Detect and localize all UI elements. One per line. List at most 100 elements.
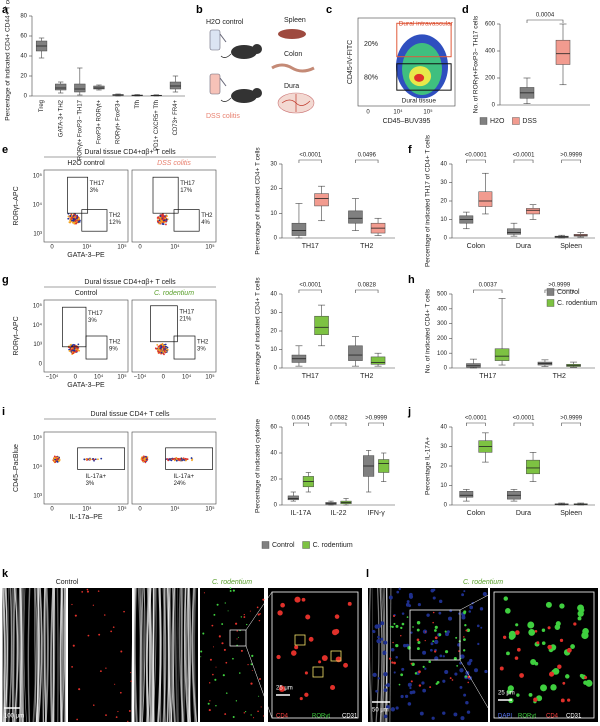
event-dot [67, 215, 70, 218]
box [348, 345, 363, 361]
cell [467, 661, 472, 666]
cell [414, 672, 418, 675]
cell [395, 643, 399, 648]
p-bracket [561, 159, 581, 163]
cell [442, 655, 445, 658]
cell [243, 613, 245, 616]
x-tick-label: Spleen [560, 243, 582, 250]
x-tick-label: TH17 [302, 373, 319, 380]
cell [203, 592, 205, 594]
event-dot [70, 348, 72, 351]
cell [559, 603, 565, 609]
event-dot [169, 458, 172, 461]
cell [519, 673, 524, 678]
gate-percent: 80% [364, 75, 378, 82]
box [526, 208, 540, 215]
p-bracket [293, 422, 309, 426]
fiber [64, 587, 67, 723]
mouse-tail [220, 53, 232, 58]
scale-label: 25 μm [276, 686, 293, 692]
y-tick-label: 10⁴ [33, 322, 43, 329]
cell [477, 642, 480, 646]
box [314, 315, 329, 335]
event-dot [162, 213, 164, 216]
fiber [34, 587, 37, 723]
cell [412, 626, 414, 628]
event-dot [75, 217, 78, 220]
fiber [4, 587, 8, 723]
cell [92, 604, 94, 606]
event-dot [144, 457, 147, 460]
p-value: >0.9999 [365, 416, 388, 422]
event-dot [156, 344, 159, 346]
p-value: <0.0001 [513, 153, 536, 159]
cell [465, 700, 469, 705]
p-bracket [355, 289, 379, 293]
y-tick-label: 200 [437, 336, 448, 342]
cell [215, 666, 217, 668]
event-dot [97, 458, 99, 461]
fiber [36, 587, 40, 723]
cell [200, 650, 203, 653]
p-bracket [466, 422, 486, 426]
legend-label: DSS [522, 118, 537, 125]
fiber [170, 587, 175, 723]
event-dot [73, 349, 76, 352]
cell [581, 631, 589, 640]
event-dot [145, 457, 148, 460]
fiber [59, 587, 63, 723]
x-tick-label: TH17 [302, 243, 319, 250]
x-tick-label: FoxP3+ RORγt+ [97, 100, 103, 145]
organ-label: Colon [284, 51, 302, 58]
cell [128, 710, 131, 712]
cell [392, 614, 396, 618]
cell [211, 624, 214, 627]
y-tick-label: 10³ [33, 494, 42, 500]
event-dot [72, 352, 75, 355]
gate [81, 209, 108, 232]
y-tick-label: 0 [274, 366, 278, 372]
cell [383, 688, 388, 692]
event-dot [162, 346, 165, 349]
cell [383, 650, 386, 653]
cell [117, 710, 119, 713]
fiber [44, 587, 49, 723]
x-tick-label: Tfh [135, 100, 141, 109]
fiber [13, 587, 16, 723]
cell [235, 700, 238, 702]
cell [565, 674, 570, 679]
gate-label: 9% [109, 347, 118, 353]
x-tick-label: Spleen [560, 510, 582, 517]
cell [502, 635, 507, 639]
x-tick-label: 10⁴ [82, 244, 92, 251]
event-dot [158, 349, 161, 351]
event-dot [173, 457, 176, 460]
cell [516, 647, 521, 652]
cell [438, 633, 442, 637]
legend-label: Control [557, 289, 580, 296]
event-dot [89, 458, 91, 461]
event-dot [164, 216, 167, 218]
y-axis-label: Percentage IL-17A+ [425, 437, 432, 495]
event-dot [184, 457, 187, 460]
cell [505, 608, 511, 614]
cell [256, 606, 259, 609]
event-dot [160, 351, 163, 354]
condition-label: Control [56, 579, 79, 586]
gate-label: TH17 [88, 311, 103, 317]
cell [375, 689, 378, 693]
cell [208, 682, 211, 684]
event-dot [164, 345, 167, 348]
gate [85, 335, 108, 360]
fiber [162, 587, 167, 723]
y-tick-label: 10⁴ [33, 202, 43, 209]
channel-label: CD31 [342, 714, 358, 720]
gate-label: TH2 [109, 213, 121, 219]
cell [454, 672, 458, 676]
mouse-tail [220, 97, 232, 102]
event-dot [161, 344, 164, 347]
flow-title: Dural tissue CD4+αβ+ T cells [84, 279, 176, 286]
event-dot [167, 459, 170, 462]
fiber [13, 587, 19, 723]
x-tick-label: Colon [467, 510, 485, 517]
